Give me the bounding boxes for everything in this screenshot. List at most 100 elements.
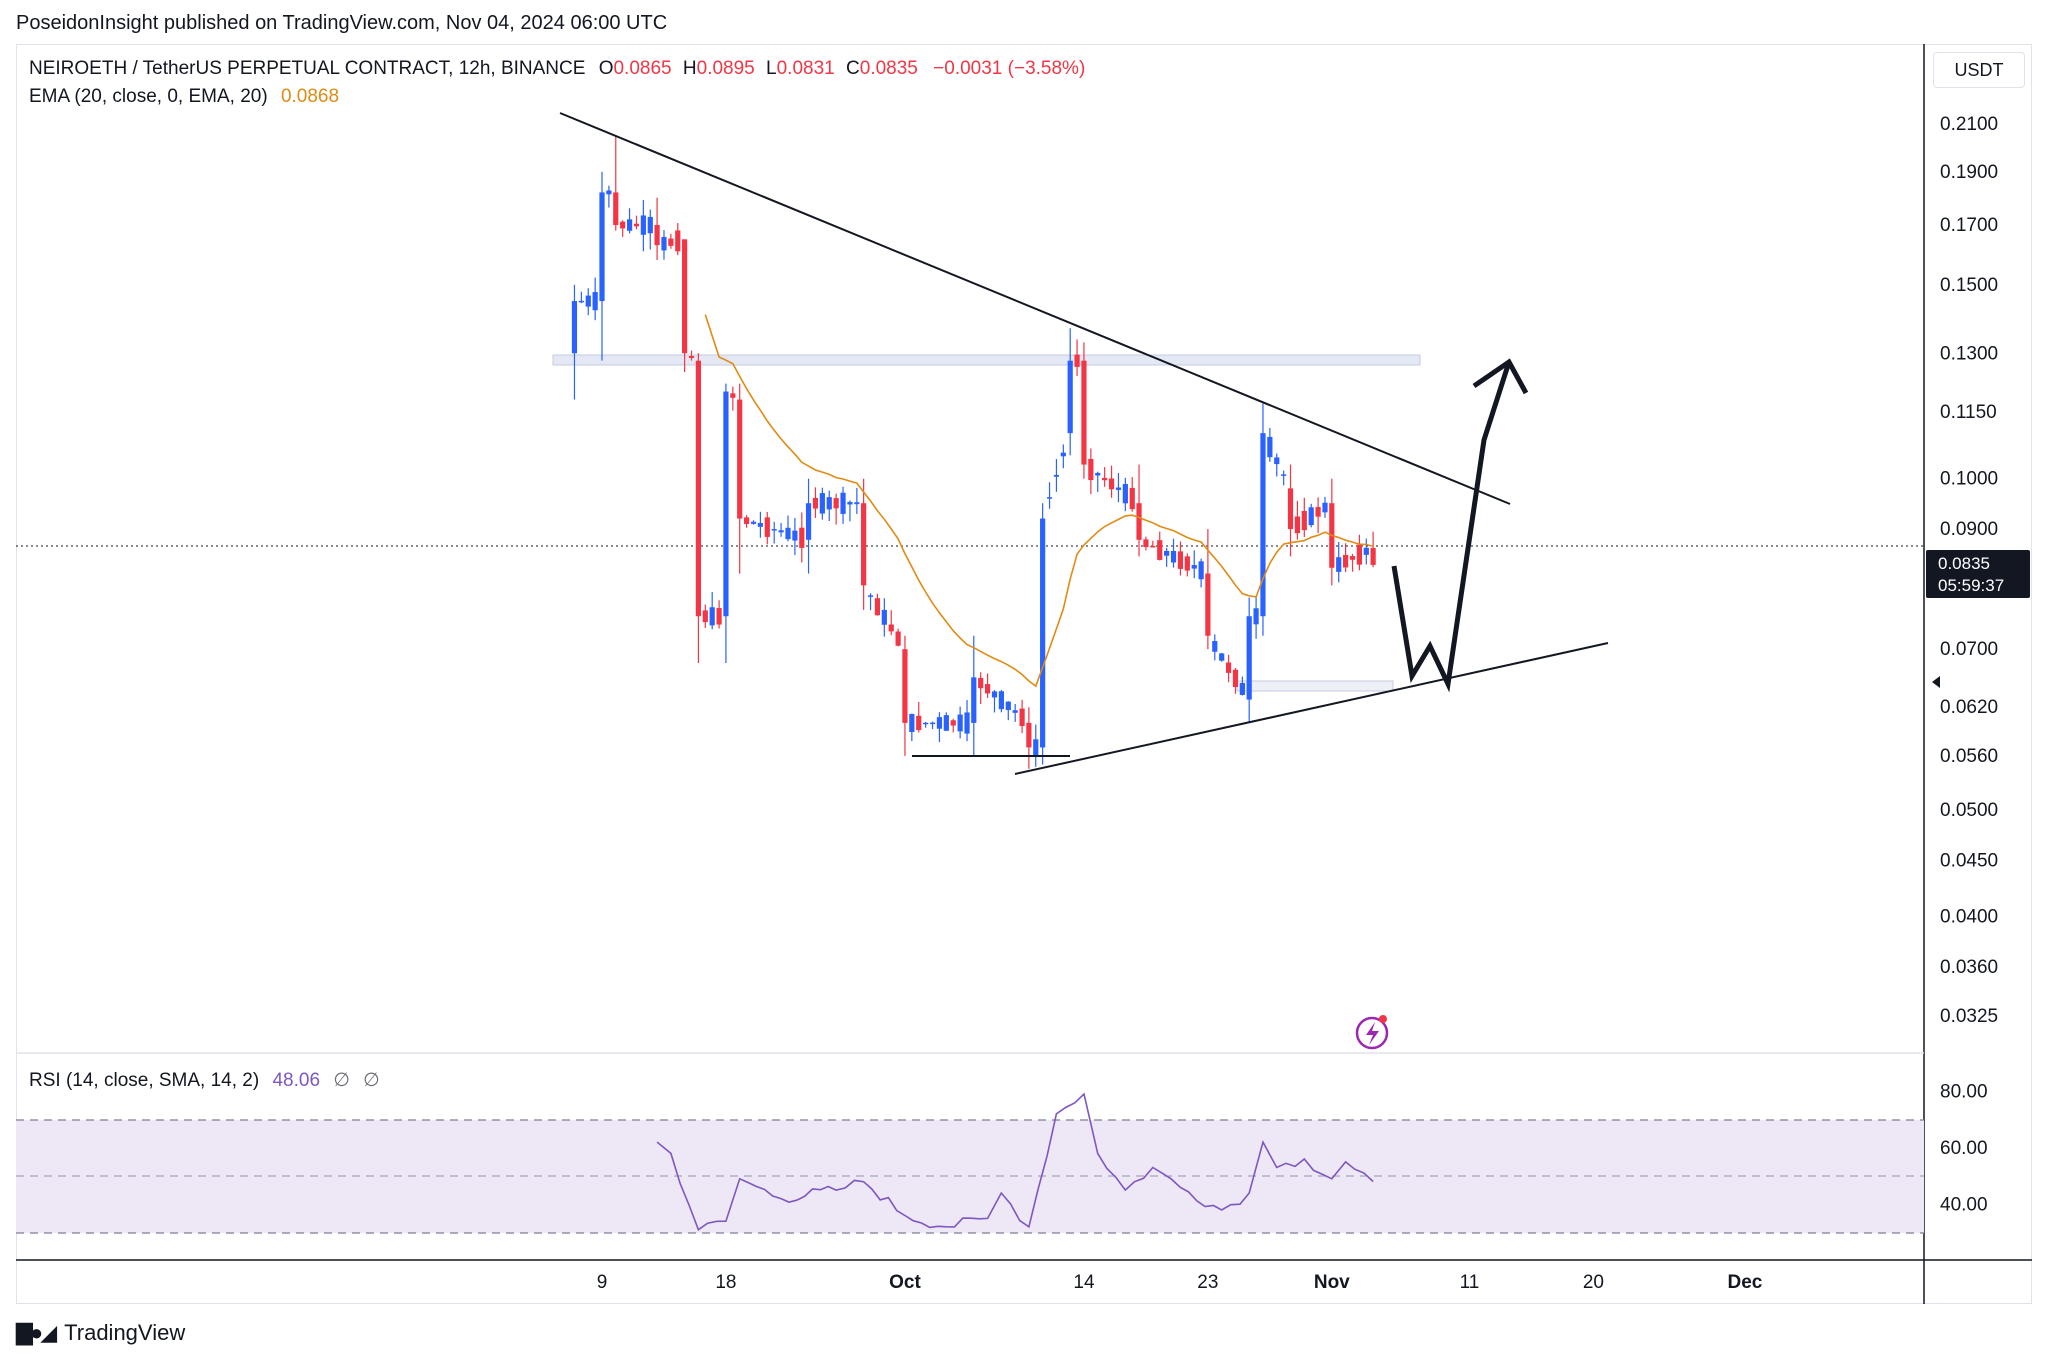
candle-body <box>998 691 1004 710</box>
published-caption: PoseidonInsight published on TradingView… <box>16 12 668 34</box>
price-tick-label: 0.0325 <box>1940 1006 1998 1027</box>
close-label: C <box>846 58 860 79</box>
candle-body <box>688 355 695 358</box>
price-tick-label: 0.0400 <box>1940 907 1998 928</box>
support-zone <box>1236 680 1394 692</box>
candle-body <box>888 624 894 632</box>
candle-body <box>1019 708 1025 727</box>
price-tick-label: 0.0500 <box>1940 800 1998 821</box>
candle-body <box>1363 547 1369 555</box>
candle-body <box>1136 503 1142 540</box>
candle-body <box>1287 488 1294 530</box>
candle-body <box>1129 487 1135 510</box>
ascending-trendline[interactable] <box>1014 642 1609 775</box>
candle-body <box>668 238 674 246</box>
candle-body <box>723 391 729 617</box>
tradingview-logo-text: TradingView <box>64 1320 186 1345</box>
candle-body <box>1322 502 1328 513</box>
time-tick-label: Nov <box>1314 1272 1350 1293</box>
projection-arrowhead <box>1472 358 1529 395</box>
candle-body <box>571 301 578 354</box>
candle-body <box>950 720 956 726</box>
candle-body <box>744 517 750 524</box>
candle-body <box>1115 487 1122 490</box>
candle-body <box>895 631 901 646</box>
projection-path[interactable] <box>1391 361 1512 693</box>
tradingview-mark-icon: ▇●◢ <box>16 1320 57 1345</box>
rsi-legend[interactable]: RSI (14, close, SMA, 14, 2) 48.06 ∅ ∅ <box>29 1069 380 1092</box>
price-axis[interactable]: 0.2100 0.1900 0.1700 0.1500 0.1300 0.1150 0.10… <box>1940 114 1998 1027</box>
candle-body <box>1108 478 1115 490</box>
candle-body <box>578 300 584 303</box>
price-tick-label: 0.1150 <box>1940 402 1997 423</box>
rsi-na-1: ∅ <box>333 1070 350 1091</box>
candle-body <box>984 684 991 694</box>
candle-body <box>1081 360 1087 465</box>
candle-body <box>1177 551 1184 569</box>
candle-body <box>1225 662 1232 673</box>
candle-body <box>1095 472 1101 476</box>
candle-body <box>964 712 970 734</box>
candle-body <box>936 717 943 729</box>
candle-body <box>943 715 949 731</box>
candle-body <box>1122 484 1128 504</box>
time-tick-label: Dec <box>1727 1272 1762 1293</box>
candle-body <box>812 497 819 509</box>
candle-body <box>1274 457 1280 465</box>
ema-value: 0.0868 <box>280 86 340 107</box>
candle-body <box>695 360 701 617</box>
tradingview-logo[interactable]: ▇●◢ TradingView <box>16 1320 185 1346</box>
candle-body <box>654 225 660 246</box>
candle-body <box>785 527 791 540</box>
candle-body <box>682 239 688 354</box>
candle-body <box>592 292 598 311</box>
price-tick-label: 0.0900 <box>1940 519 1998 540</box>
candle-body <box>833 498 839 509</box>
currency-unit-button[interactable]: USDT <box>1933 52 2025 88</box>
candle-body <box>991 691 998 698</box>
candle-body <box>1170 550 1177 563</box>
candle-body <box>1184 556 1190 571</box>
candle-body <box>923 722 929 725</box>
candle-body <box>1246 616 1252 700</box>
candle-body <box>640 215 646 235</box>
price-tick-label: 0.1900 <box>1940 162 1998 183</box>
candle-body <box>1102 477 1108 481</box>
candle-body <box>1191 565 1197 569</box>
scroll-arrow-icon[interactable] <box>1932 676 1940 688</box>
low-value: 0.0831 <box>776 58 835 79</box>
candle-body <box>1308 507 1314 526</box>
candle-body <box>1281 474 1287 476</box>
flash-icon[interactable] <box>1355 1015 1389 1050</box>
candle-body <box>1053 474 1060 477</box>
candle-body <box>1033 739 1039 756</box>
time-axis[interactable]: 9 18 Oct 14 23 Nov 11 20 Dec <box>597 1272 1763 1293</box>
candle-body <box>1088 458 1094 481</box>
time-tick-label: 14 <box>1073 1272 1095 1293</box>
open-label: O <box>598 58 614 79</box>
descending-trendline[interactable] <box>559 112 1511 505</box>
candle-body <box>1219 653 1225 661</box>
rsi-axis[interactable]: 80.00 60.00 40.00 <box>1940 1081 1988 1215</box>
candle-body <box>1349 556 1356 560</box>
open-value: 0.0865 <box>613 58 672 79</box>
symbol-title[interactable]: NEIROETH / TetherUS PERPETUAL CONTRACT, … <box>29 58 586 79</box>
rsi-tick-label: 60.00 <box>1940 1138 1988 1159</box>
candle-body <box>771 529 777 531</box>
candle-body <box>675 230 681 252</box>
price-tick-label: 0.1500 <box>1940 275 1998 296</box>
resistance-zone <box>552 354 1421 366</box>
ema-legend[interactable]: EMA (20, close, 0, EMA, 20) 0.0868 <box>29 86 339 108</box>
candle-body <box>585 295 591 307</box>
symbol-legend: NEIROETH / TetherUS PERPETUAL CONTRACT, … <box>29 58 1085 80</box>
candle-body <box>1198 561 1204 580</box>
candle-body <box>709 607 715 626</box>
time-tick-label: 11 <box>1460 1272 1480 1293</box>
time-tick-label: Oct <box>889 1272 921 1293</box>
candle-body <box>647 216 653 234</box>
time-tick-label: 20 <box>1583 1272 1604 1293</box>
candle-body <box>1315 507 1321 517</box>
candle-body <box>737 399 743 519</box>
candle-body <box>847 501 853 505</box>
